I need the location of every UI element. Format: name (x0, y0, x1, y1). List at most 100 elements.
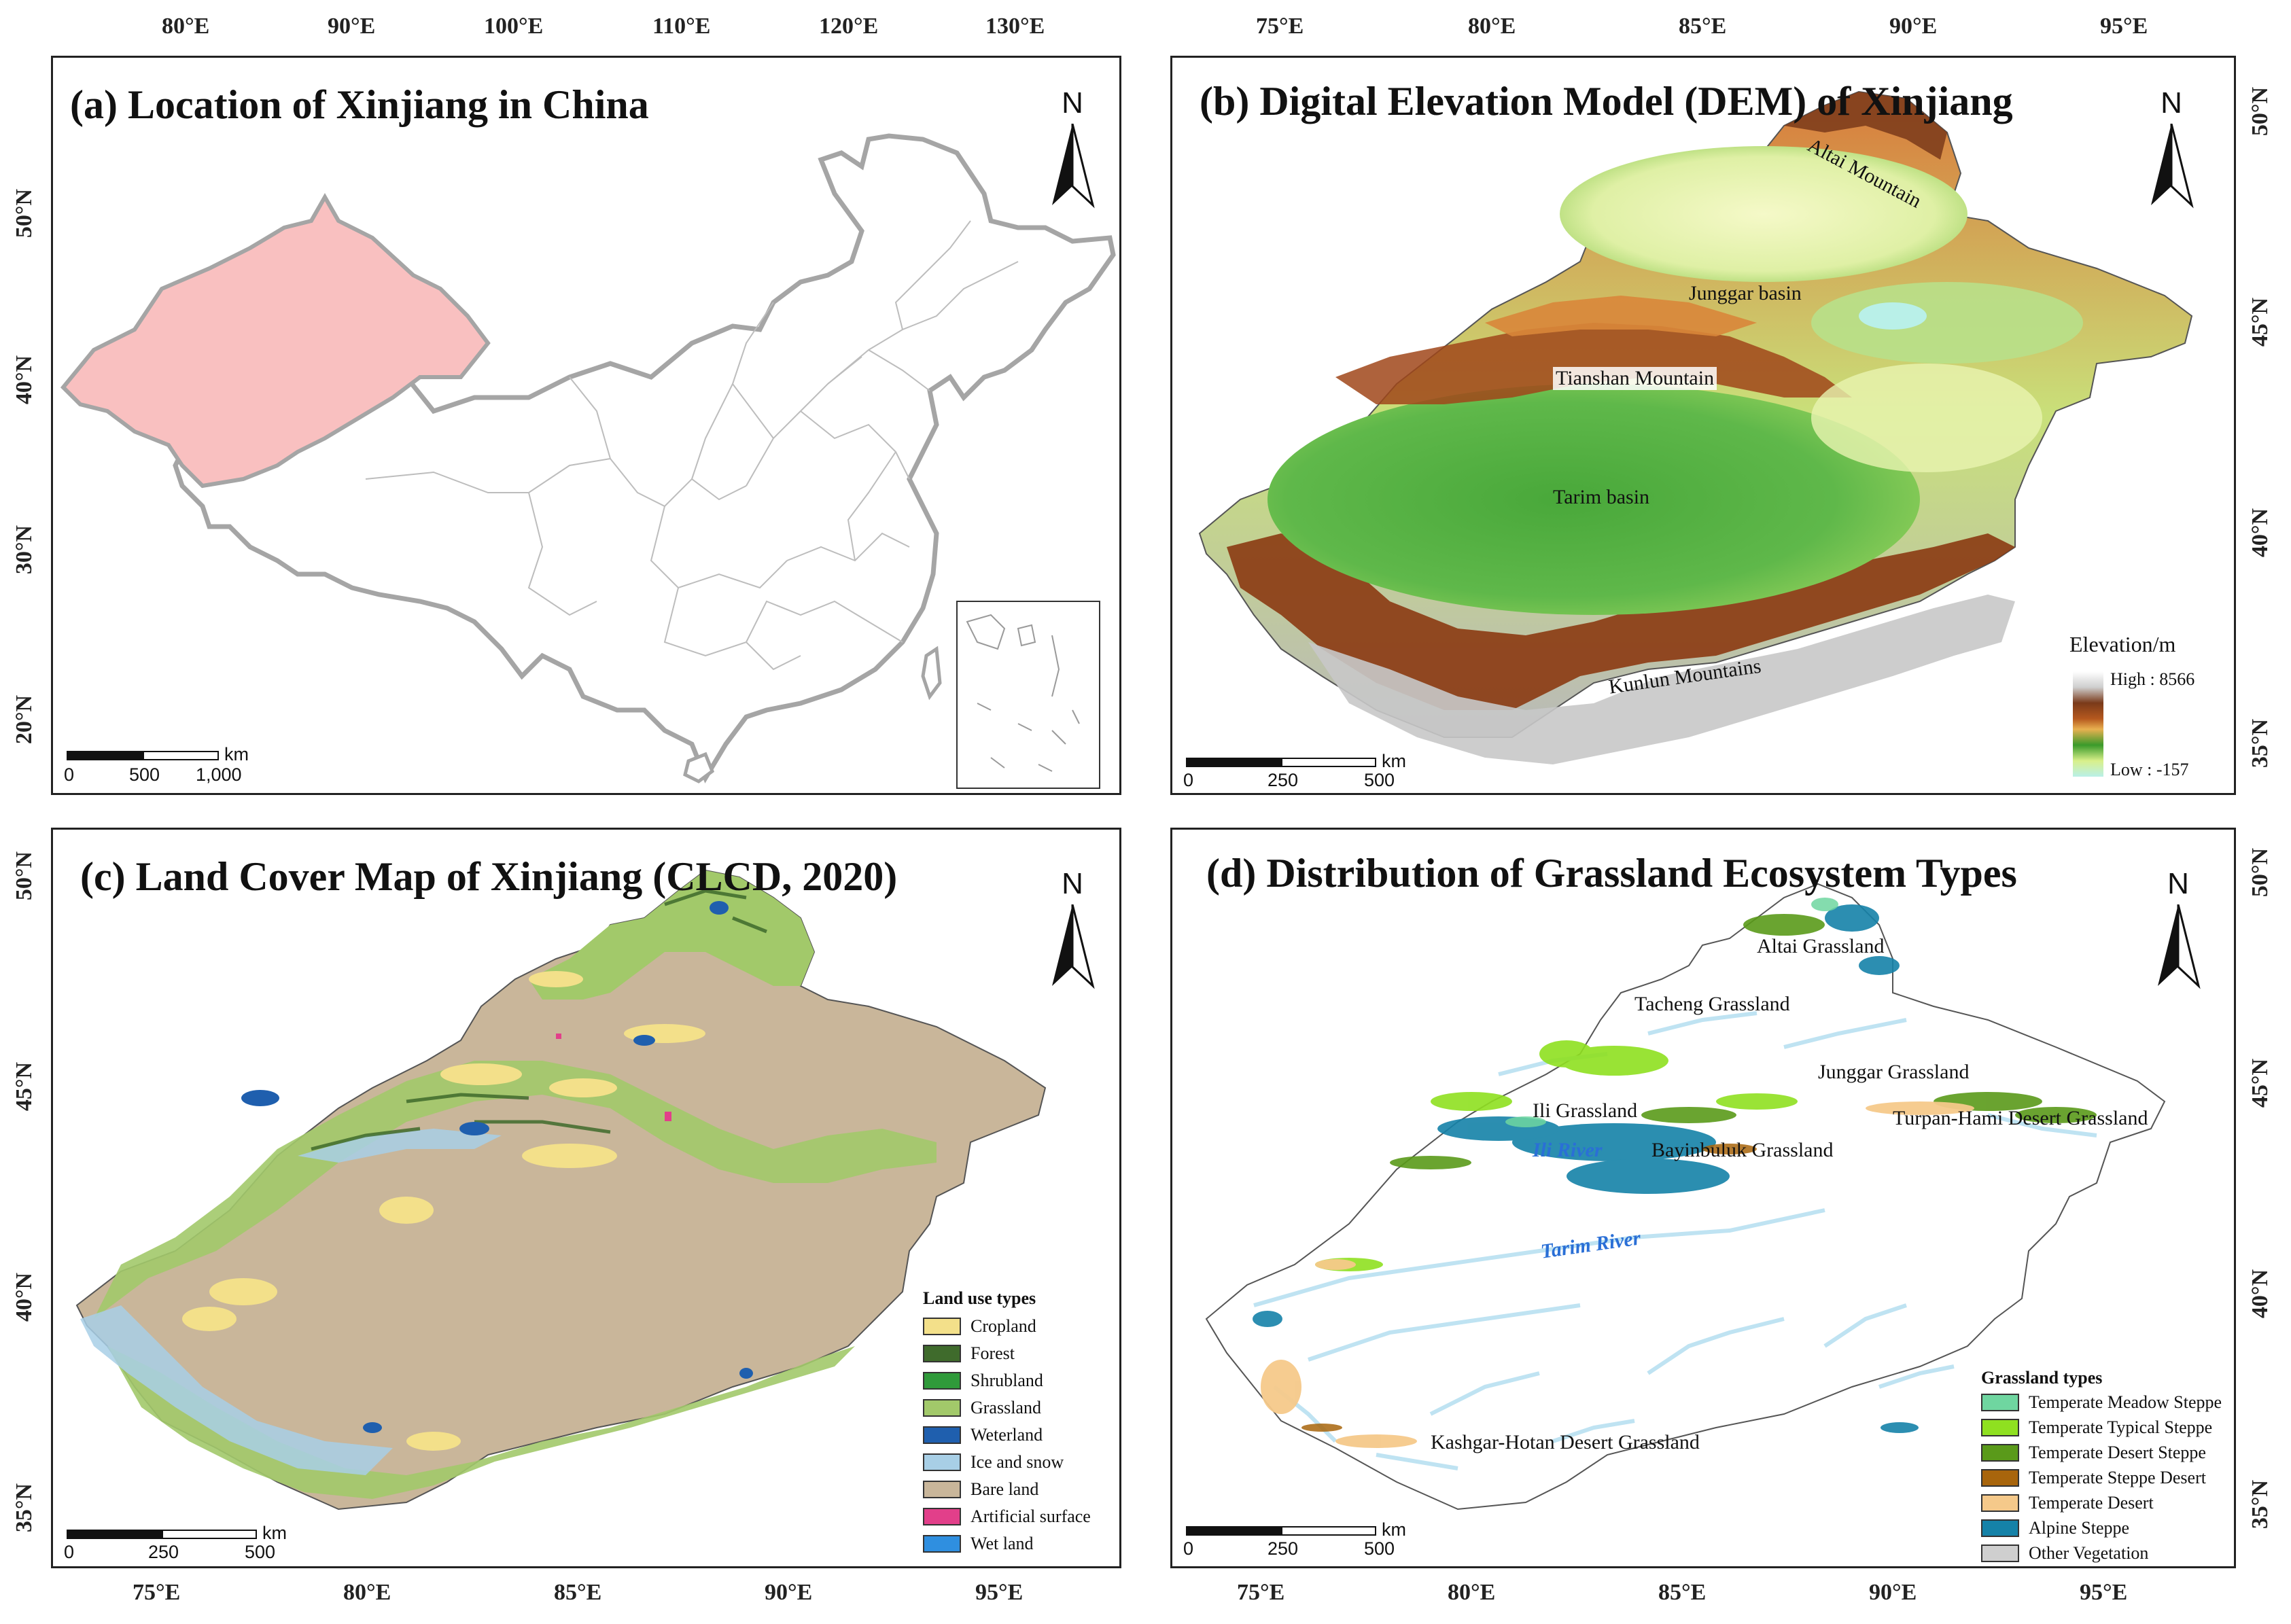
panel-title: (c) Land Cover Map of Xinjiang (CLCD, 20… (80, 854, 898, 899)
lon-tick: 75°E (1237, 1580, 1285, 1605)
legend-item: Bare land (923, 1476, 1119, 1503)
legend-label: Artificial surface (970, 1506, 1091, 1526)
north-arrow: N (2151, 867, 2205, 996)
lat-tick: 40°N (2248, 1269, 2273, 1319)
lat-tick: 35°N (2248, 718, 2273, 769)
legend-low: Low : -157 (2110, 760, 2189, 779)
province-borders (365, 220, 1019, 671)
label-turpan-hami-grassland: Turpan-Hami Desert Grassland (1893, 1107, 2148, 1129)
lat-tick: 40°N (12, 355, 37, 405)
label-tacheng-grassland: Tacheng Grassland (1634, 993, 1790, 1015)
legend-swatch (923, 1453, 961, 1471)
inset-islands (966, 614, 1080, 772)
grassland-map (1205, 883, 2166, 1511)
legend-label: Other Vegetation (2029, 1542, 2149, 1563)
lon-tick: 75°E (1256, 14, 1304, 39)
legend-item: Artificial surface (923, 1503, 1119, 1530)
lon-tick: 90°E (1889, 14, 1938, 39)
legend-label: Temperate Steppe Desert (2029, 1467, 2206, 1487)
panel-b: (b) Digital Elevation Model (DEM) of Xin… (1170, 56, 2236, 795)
land-cover-map (75, 869, 1047, 1511)
legend-item: Temperate Steppe Desert (1981, 1465, 2226, 1490)
lat-tick: 45°N (12, 1061, 37, 1112)
legend-high: High : 8566 (2110, 669, 2195, 689)
north-arrow-icon (1052, 124, 1095, 209)
legend-swatch (923, 1372, 961, 1390)
legend-item: Cropland (923, 1313, 1119, 1340)
legend-swatch (1981, 1443, 2019, 1462)
label-tarim-basin: Tarim basin (1553, 486, 1650, 508)
legend-label: Shrubland (970, 1371, 1043, 1390)
lon-tick: 80°E (343, 1580, 391, 1605)
lat-tick: 20°N (12, 694, 37, 745)
label-tianshan-mountain: Tianshan Mountain (1553, 367, 1717, 390)
elevation-legend: Elevation/m High : 8566 Low : -157 (2069, 632, 2226, 788)
legend-label: Ice and snow (970, 1452, 1064, 1472)
lon-tick: 80°E (1448, 1580, 1496, 1605)
legend-swatch (1981, 1468, 2019, 1487)
legend-item: Other Vegetation (1981, 1540, 2226, 1566)
legend-label: Alpine Steppe (2029, 1517, 2130, 1538)
label-junggar-grassland: Junggar Grassland (1818, 1061, 1970, 1083)
inset-frame (956, 601, 1100, 789)
scale-bar: km 0 250 500 (1183, 751, 1406, 790)
land-use-legend: Land use types Cropland Forest Shrubland… (923, 1288, 1119, 1557)
legend-label: Temperate Desert (2029, 1492, 2154, 1513)
legend-swatch (923, 1508, 961, 1525)
legend-item: Grassland (923, 1394, 1119, 1422)
lon-tick: 95°E (2100, 14, 2148, 39)
legend-item: Ice and snow (923, 1449, 1119, 1476)
lat-tick: 40°N (12, 1272, 37, 1322)
panel-d: (d) Distribution of Grassland Ecosystem … (1170, 828, 2236, 1568)
north-arrow: N (1045, 867, 1100, 996)
legend-item: Alpine Steppe (1981, 1515, 2226, 1540)
panel-title: (a) Location of Xinjiang in China (70, 82, 649, 127)
north-arrow-icon (2158, 904, 2201, 989)
legend-item: Weterland (923, 1422, 1119, 1449)
label-bayinbuluk-grassland: Bayinbuluk Grassland (1651, 1139, 1834, 1161)
legend-title: Grassland types (1981, 1368, 2103, 1388)
legend-swatch (1981, 1393, 2019, 1411)
elevation-colorbar (2073, 671, 2103, 777)
lon-tick: 110°E (652, 14, 711, 39)
legend-label: Wet land (970, 1534, 1034, 1553)
label-altai-grassland: Altai Grassland (1757, 935, 1885, 957)
lon-tick: 120°E (819, 14, 879, 39)
legend-label: Temperate Meadow Steppe (2029, 1392, 2222, 1412)
lat-tick: 35°N (2248, 1479, 2273, 1530)
lat-tick: 50°N (2248, 847, 2273, 898)
legend-item: Shrubland (923, 1367, 1119, 1394)
lon-tick: 95°E (975, 1580, 1024, 1605)
lon-tick: 75°E (133, 1580, 181, 1605)
panel-title: (d) Distribution of Grassland Ecosystem … (1206, 851, 2017, 896)
grassland-legend: Grassland types Temperate Meadow Steppe … (1981, 1368, 2226, 1566)
legend-item: Temperate Typical Steppe (1981, 1415, 2226, 1440)
lon-tick: 80°E (162, 14, 210, 39)
panel-title: (b) Digital Elevation Model (DEM) of Xin… (1200, 79, 2013, 124)
legend-swatch (923, 1345, 961, 1362)
legend-item: Temperate Desert (1981, 1490, 2226, 1515)
lon-tick: 90°E (1869, 1580, 1917, 1605)
lon-tick: 85°E (1679, 14, 1727, 39)
lat-tick: 45°N (2248, 1058, 2273, 1108)
lon-tick: 90°E (328, 14, 376, 39)
lat-tick: 40°N (2248, 508, 2273, 558)
legend-swatch (1981, 1494, 2019, 1512)
lon-tick: 95°E (2080, 1580, 2128, 1605)
legend-label: Cropland (970, 1316, 1036, 1336)
legend-label: Bare land (970, 1479, 1039, 1499)
label-ili-grassland: Ili Grassland (1533, 1099, 1638, 1122)
lat-tick: 45°N (2248, 297, 2273, 347)
dem-map (1198, 90, 2193, 764)
north-arrow: N (2144, 86, 2199, 215)
legend-swatch (923, 1318, 961, 1335)
lon-tick: 85°E (554, 1580, 602, 1605)
legend-item: Temperate Desert Steppe (1981, 1440, 2226, 1465)
label-kashgar-hotan-grassland: Kashgar-Hotan Desert Grassland (1431, 1431, 1700, 1453)
china-outline (173, 133, 1116, 783)
china-map (60, 133, 1116, 789)
label-ili-river: Ili River (1533, 1139, 1603, 1161)
north-arrow-icon (1052, 904, 1095, 989)
lat-tick: 35°N (12, 1483, 37, 1533)
north-arrow: N (1045, 86, 1100, 215)
